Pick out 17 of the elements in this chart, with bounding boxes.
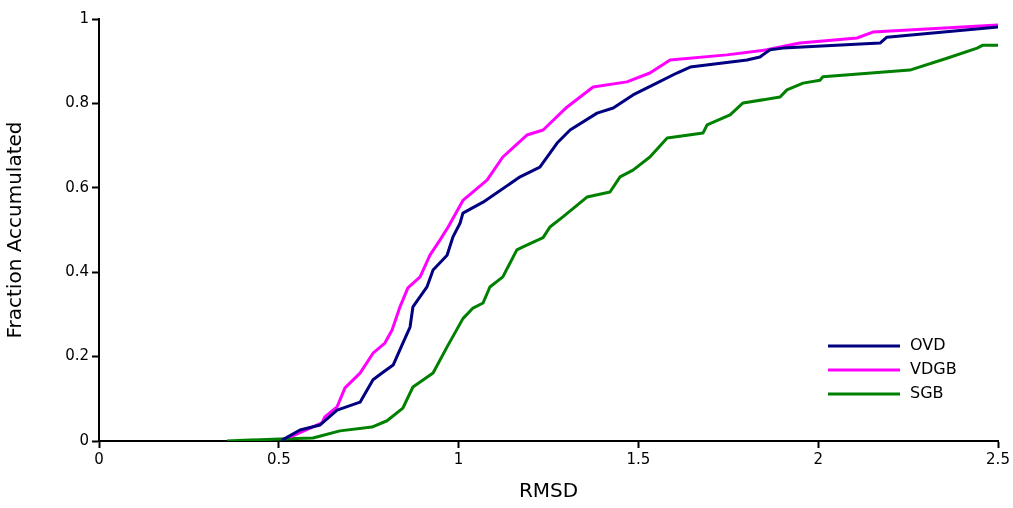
- y-tick-label: 0.4: [65, 262, 89, 281]
- x-tick-label: 0.5: [266, 449, 291, 468]
- x-axis-title: RMSD: [518, 478, 579, 503]
- y-tick-label: 0.2: [65, 346, 89, 365]
- legend-label: SGB: [910, 383, 944, 403]
- x-tick-label: 1: [453, 449, 464, 468]
- y-tick-label: 0.8: [65, 93, 89, 112]
- y-tick-label: 0.6: [65, 177, 89, 196]
- y-tick-label: 1: [79, 8, 89, 27]
- x-tick-label: 1.5: [626, 449, 651, 468]
- legend-label: OVD: [910, 335, 946, 355]
- legend-label: VDGB: [910, 359, 957, 379]
- y-tick-label: 0: [79, 430, 89, 449]
- y-axis-title: Fraction Accumulated: [2, 121, 27, 339]
- x-tick-label: 2: [813, 449, 823, 468]
- x-tick-label: 2.5: [986, 449, 1010, 468]
- x-tick-label: 0: [94, 449, 104, 468]
